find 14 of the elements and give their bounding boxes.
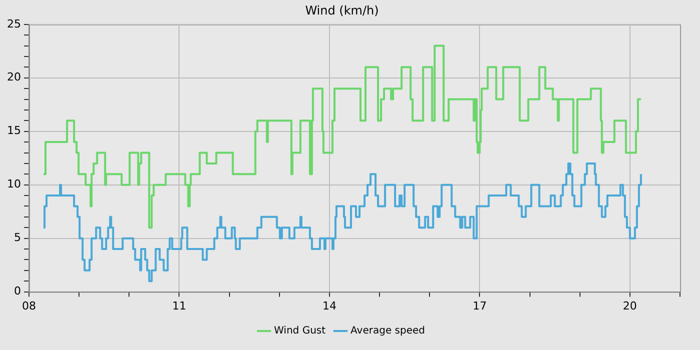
x-tick-label: 08 <box>22 299 36 312</box>
chart-title: Wind (km/h) <box>305 3 379 18</box>
y-tick-label: 15 <box>6 124 21 138</box>
x-tick-label: 14 <box>322 299 336 312</box>
x-tick-label: 17 <box>472 299 487 312</box>
legend-label: Average speed <box>350 326 425 337</box>
x-tick-label: 11 <box>172 299 186 312</box>
y-tick-label: 5 <box>14 231 21 244</box>
y-tick-label: 20 <box>6 70 21 84</box>
y-tick-label: 25 <box>6 17 21 30</box>
legend-label: Wind Gust <box>274 326 326 337</box>
x-tick-label: 20 <box>622 299 637 312</box>
y-tick-label: 10 <box>6 178 21 191</box>
y-tick-label: 0 <box>14 284 21 298</box>
